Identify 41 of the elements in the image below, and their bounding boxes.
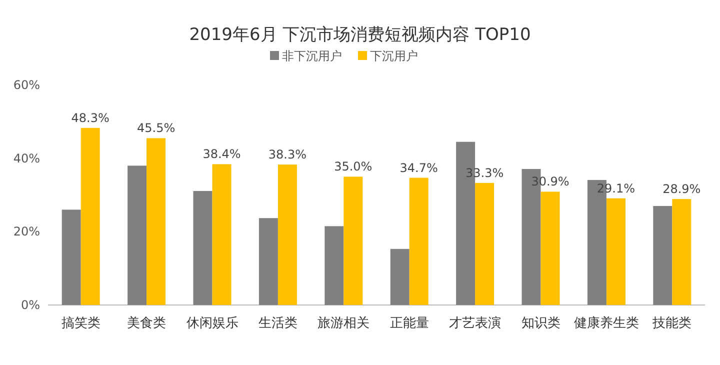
y-tick-label: 60% xyxy=(13,78,40,92)
bar xyxy=(672,199,692,305)
bar xyxy=(278,164,297,305)
y-tick-label: 20% xyxy=(13,224,40,239)
bar xyxy=(409,178,428,305)
bar xyxy=(62,210,81,305)
data-label: 38.3% xyxy=(268,148,307,162)
x-tick-label: 搞笑类 xyxy=(61,316,100,331)
bar xyxy=(80,128,100,305)
data-label: 45.5% xyxy=(136,121,176,136)
bar xyxy=(212,164,232,305)
x-tick-label: 生活类 xyxy=(258,316,298,331)
x-tick-label: 技能类 xyxy=(652,316,692,331)
x-tick-label: 才艺表演 xyxy=(449,316,502,331)
bar xyxy=(193,190,212,305)
bar xyxy=(146,138,166,305)
y-tick-label: 0% xyxy=(20,298,40,312)
x-tick-label: 正能量 xyxy=(390,316,429,331)
bar xyxy=(653,206,672,305)
x-tick-label: 健康养生类 xyxy=(574,315,639,331)
bar xyxy=(324,226,344,305)
data-label: 35.0% xyxy=(334,160,372,174)
x-tick-label: 休闲娱乐 xyxy=(186,316,238,331)
bar xyxy=(128,166,147,305)
data-label: 48.3% xyxy=(71,110,110,125)
data-label: 34.7% xyxy=(400,160,438,175)
legend-label: 下沉用户 xyxy=(370,49,418,63)
x-tick-label: 知识类 xyxy=(521,316,560,331)
legend-label: 非下沉用户 xyxy=(282,49,342,63)
chart-title: 2019年6月 下沉市场消费短视频内容 TOP10 xyxy=(189,25,531,45)
bar xyxy=(606,198,626,305)
bar xyxy=(344,176,363,305)
x-tick-label: 旅游相关 xyxy=(318,316,370,331)
data-label: 28.9% xyxy=(662,182,701,196)
bar xyxy=(475,182,494,305)
x-tick-label: 美食类 xyxy=(127,315,166,331)
bar xyxy=(390,248,410,305)
bar xyxy=(258,218,278,305)
data-label: 38.4% xyxy=(202,147,241,162)
bar xyxy=(540,192,560,305)
y-tick-label: 40% xyxy=(13,151,40,166)
